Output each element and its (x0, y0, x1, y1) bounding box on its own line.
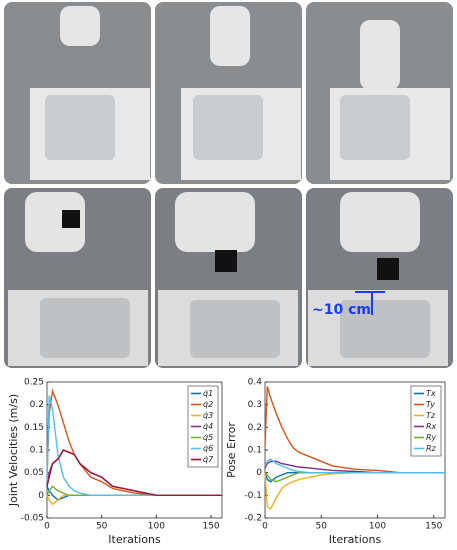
x-tick-label: 50 (316, 522, 328, 532)
y-tick-label: -0.05 (21, 514, 44, 524)
x-tick-label: 100 (148, 522, 165, 532)
series-line (264, 458, 445, 474)
x-tick-label: 0 (262, 522, 268, 532)
y-tick-label: 0.2 (248, 423, 262, 433)
robot-arm (25, 192, 85, 252)
robot-arm (360, 20, 400, 90)
robot-arm (175, 192, 255, 252)
legend-label: q̇7 (203, 455, 214, 464)
y-axis-label: Joint Velocities (m/s) (7, 394, 20, 507)
annotation: ~10 cm (312, 302, 371, 318)
y-tick-label: 0.1 (30, 446, 44, 456)
x-tick-label: 100 (369, 522, 386, 532)
legend-label: Tz (426, 411, 436, 420)
board (340, 95, 410, 160)
marker (215, 250, 237, 272)
x-axis-label: Iterations (108, 533, 161, 546)
y-tick-label: -0.2 (244, 514, 262, 524)
board (190, 300, 280, 358)
y-axis-label: Pose Error (225, 422, 238, 478)
legend-label: q̇5 (203, 433, 213, 442)
y-tick-label: 0.2 (30, 400, 44, 410)
legend-label: q̇1 (203, 389, 213, 398)
robot-arm (210, 6, 250, 66)
marker (377, 258, 399, 280)
legend-box (410, 385, 442, 457)
legend-label: Rz (426, 444, 437, 453)
x-tick-label: 150 (425, 522, 442, 532)
legend-label: q̇2 (203, 400, 213, 409)
series-line (46, 449, 222, 496)
y-tick-label: 0.25 (24, 378, 44, 388)
legend-label: Ry (426, 433, 437, 442)
y-tick-label: 0.05 (24, 468, 44, 478)
y-tick-label: 0.3 (248, 400, 262, 410)
y-tick-label: 0 (256, 468, 262, 478)
y-tick-label: 0.4 (248, 378, 263, 388)
legend-label: Ty (426, 400, 435, 409)
photo-grid: ~10 cm (4, 2, 453, 368)
marker (62, 210, 80, 228)
board (45, 95, 115, 160)
y-tick-label: -0.1 (244, 491, 262, 501)
board (340, 300, 430, 358)
x-tick-label: 50 (96, 522, 108, 532)
legend-label: q̇4 (203, 422, 213, 431)
y-tick-label: 0.15 (24, 423, 44, 433)
legend-label: Tx (426, 389, 436, 398)
series-line (264, 386, 445, 474)
x-tick-label: 150 (202, 522, 219, 532)
robot-arm (340, 192, 420, 252)
legend-label: Rx (426, 422, 437, 431)
legend-label: q̇3 (203, 411, 213, 420)
board (40, 298, 130, 358)
x-tick-label: 0 (44, 522, 50, 532)
y-tick-label: 0.1 (248, 446, 262, 456)
x-axis-label: Iterations (329, 533, 382, 546)
robot-arm (60, 6, 100, 46)
board (193, 95, 263, 160)
y-tick-label: 0 (38, 491, 44, 501)
legend-label: q̇6 (203, 444, 213, 453)
